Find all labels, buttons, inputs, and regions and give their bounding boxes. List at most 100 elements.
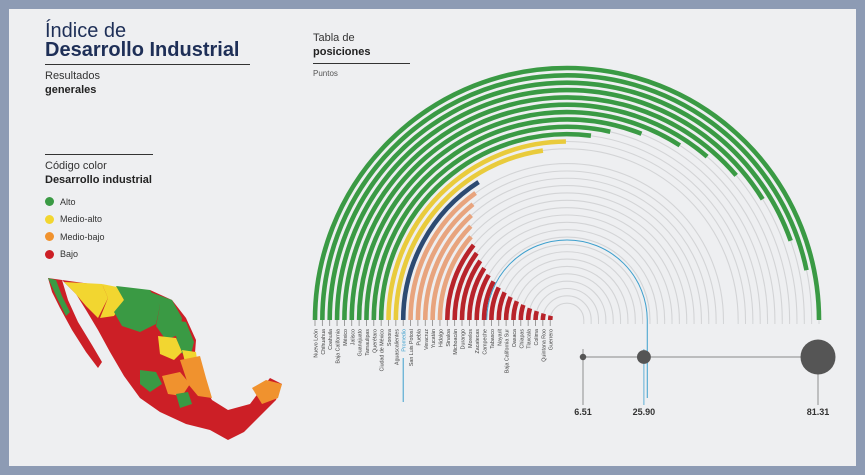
state-name: Puebla (416, 329, 422, 346)
scale-label: 25.90 (633, 407, 656, 417)
state-name: Baja California (336, 329, 342, 364)
state-name: Coahuila (328, 329, 334, 350)
arc-track (505, 258, 629, 321)
arc-track (476, 229, 658, 321)
state-name: Morelos (468, 329, 474, 348)
legend-title-line1: Código color (45, 160, 107, 172)
state-name: Quintana Roo (541, 329, 547, 362)
state-bar (349, 102, 709, 321)
arc-track (542, 295, 592, 321)
state-name: Tamaulipas (365, 329, 371, 356)
mexico-map (48, 278, 282, 440)
state-name: Campeche (483, 329, 489, 355)
state-name: San Luis Potosí (409, 328, 415, 366)
title-line2: Desarrollo Industrial (45, 39, 240, 61)
state-name: Nayarit (497, 328, 503, 345)
state-bar (481, 280, 496, 321)
title-rule (45, 64, 250, 65)
state-name: Durango (461, 329, 467, 349)
state-bar (378, 131, 592, 321)
state-bar (415, 202, 475, 321)
legend-label: Alto (60, 196, 76, 207)
state-name: Aguascalientes (394, 329, 400, 365)
legend-item: Medio-alto (45, 211, 105, 229)
table-title-line1: Tabla de (313, 32, 355, 44)
title-line1: Índice de (45, 20, 127, 42)
state-bar (327, 80, 793, 321)
legend-item: Bajo (45, 246, 105, 264)
arc-track (373, 126, 761, 321)
legend-rule (45, 154, 153, 155)
state-name: Michoacán (453, 329, 459, 355)
state-bar (356, 109, 682, 321)
state-bar (533, 310, 540, 321)
promedio-arc (486, 239, 648, 321)
scale-label: 81.31 (807, 407, 830, 417)
state-name: Chiapas (519, 329, 525, 349)
legend-label: Medio-bajo (60, 231, 105, 242)
state-name: Zacatecas (475, 329, 481, 354)
state-name: Sonora (387, 329, 393, 346)
state-name: Hidalgo (438, 329, 444, 347)
arc-track (498, 251, 636, 321)
scale-label: 6.51 (574, 407, 592, 417)
state-bar (334, 87, 765, 321)
scale-bubble (579, 353, 587, 361)
state-bar (445, 243, 476, 321)
state-name: Guerrero (549, 329, 555, 350)
state-name: Chihuahua (321, 329, 327, 355)
legend-swatch (45, 214, 54, 224)
arc-track (520, 273, 614, 321)
state-bar (474, 273, 491, 321)
subtitle-line2: generales (45, 84, 97, 96)
table-rule (313, 63, 410, 64)
state-bar (430, 224, 473, 321)
legend-label: Medio-alto (60, 214, 103, 225)
state-bar (467, 266, 487, 321)
state-bar (364, 117, 643, 321)
state-bar (496, 291, 507, 321)
arc-track (490, 243, 644, 321)
legend-label: Bajo (60, 249, 79, 260)
state-bar (437, 235, 473, 321)
state-name: México (343, 329, 349, 346)
state-name: Tabasco (490, 329, 496, 349)
subtitle-line1: Resultados (45, 70, 101, 82)
state-bar (342, 95, 738, 321)
state-name: Nuevo León (314, 329, 320, 358)
state-bar (452, 251, 479, 321)
state-name: Querétaro (372, 329, 378, 353)
arc-track (527, 280, 607, 321)
state-name: Veracruz (424, 329, 430, 350)
state-bar (408, 191, 477, 321)
state-name: Tlaxcala (527, 329, 533, 349)
arc-track (534, 287, 600, 321)
state-name: Ciudad de México (380, 329, 386, 371)
legend-title-line2: Desarrollo industrial (45, 174, 152, 186)
legend-swatch (45, 249, 54, 259)
arc-track (512, 265, 622, 321)
legend-item: Medio-bajo (45, 228, 105, 246)
state-bar (540, 313, 546, 321)
state-bar (312, 65, 822, 321)
state-bar (518, 304, 526, 321)
state-name: Jalisco (350, 329, 356, 345)
arc-track (549, 302, 585, 321)
scale-bubble (636, 350, 651, 364)
state-name: Yucatán (431, 329, 437, 348)
state-bar (459, 259, 483, 321)
state-bar (393, 148, 544, 321)
state-bar (320, 73, 809, 321)
state-name: Guanajuato (358, 329, 364, 356)
state-bar (503, 296, 513, 321)
table-unit: Puntos (313, 69, 338, 78)
state-name: Sinaloa (446, 329, 452, 347)
state-bar (489, 286, 501, 321)
state-name: Colima (534, 329, 540, 346)
table-title-line2: posiciones (313, 46, 371, 58)
state-bar (386, 139, 566, 321)
state-bar (422, 213, 473, 321)
state-name: Baja California Sur (505, 329, 511, 373)
scale-bubble (800, 339, 836, 375)
